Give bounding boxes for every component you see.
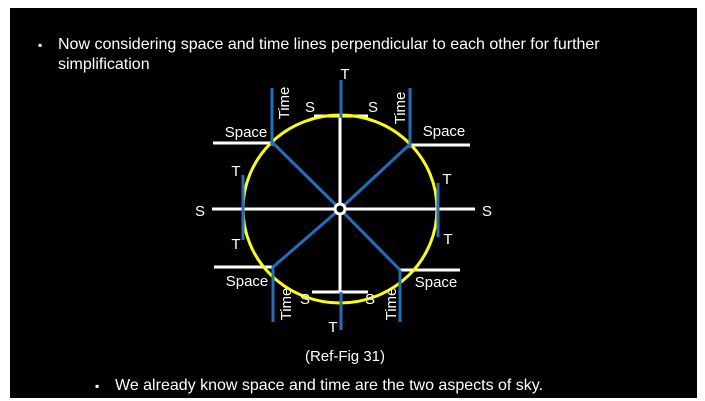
label: T <box>231 163 240 180</box>
label: Time <box>392 92 409 125</box>
label: T <box>231 236 240 253</box>
label: Space <box>226 273 269 290</box>
label: Time <box>278 288 295 321</box>
label: T <box>443 231 452 248</box>
label: T <box>340 66 349 83</box>
label: S <box>305 99 315 116</box>
caption: (Ref-Fig 31) <box>305 348 385 365</box>
label: Space <box>423 123 466 140</box>
label: Space <box>415 274 458 291</box>
center <box>333 202 347 216</box>
label: T <box>328 319 337 336</box>
label: T <box>442 171 451 188</box>
label: Space <box>225 124 268 141</box>
bullet: We already know space and time are the t… <box>95 376 675 396</box>
label: Time <box>383 288 400 321</box>
label: S <box>365 291 375 308</box>
label: S <box>368 99 378 116</box>
label: S <box>300 291 310 308</box>
time-lines <box>241 80 440 330</box>
label: Time <box>276 87 293 120</box>
label: S <box>195 203 205 220</box>
bullet: Now considering space and time lines per… <box>38 35 668 75</box>
label: S <box>482 203 492 220</box>
